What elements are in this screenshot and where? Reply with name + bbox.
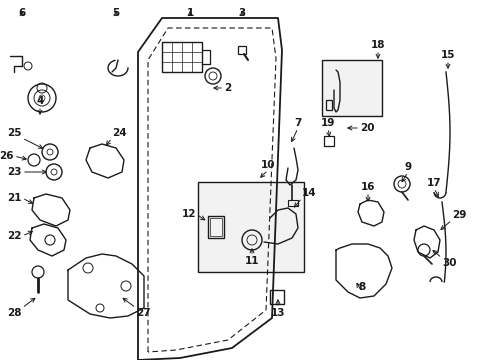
Text: 9: 9 (404, 162, 411, 172)
Text: 22: 22 (7, 231, 22, 241)
Text: 26: 26 (0, 151, 14, 161)
Text: 4: 4 (36, 96, 43, 106)
Text: 18: 18 (370, 40, 385, 50)
Text: 24: 24 (112, 128, 126, 138)
Text: 25: 25 (7, 128, 22, 138)
Text: 2: 2 (224, 83, 231, 93)
Bar (209, 218, 222, 236)
Text: 5: 5 (112, 8, 120, 18)
Text: 28: 28 (7, 308, 22, 318)
Text: 15: 15 (440, 50, 454, 60)
Bar (162, 42, 202, 72)
Text: 29: 29 (451, 210, 466, 220)
Bar (324, 136, 333, 146)
Bar (325, 100, 331, 110)
Bar (287, 200, 297, 206)
Bar (207, 216, 224, 238)
Text: 3: 3 (238, 8, 245, 18)
Text: 1: 1 (186, 8, 193, 18)
Text: 23: 23 (7, 167, 22, 177)
Bar (238, 46, 245, 54)
Bar (321, 60, 381, 116)
Circle shape (39, 95, 45, 101)
Bar (198, 182, 304, 272)
Text: 12: 12 (181, 209, 196, 219)
Text: 17: 17 (426, 178, 440, 188)
Text: 16: 16 (360, 182, 374, 192)
Bar (269, 290, 284, 304)
Text: 19: 19 (320, 118, 334, 128)
Text: 30: 30 (441, 258, 456, 268)
Text: 21: 21 (7, 193, 22, 203)
Text: 13: 13 (270, 308, 285, 318)
Text: 10: 10 (260, 160, 275, 170)
Text: 11: 11 (244, 256, 259, 266)
Text: 8: 8 (358, 282, 365, 292)
Text: 27: 27 (136, 308, 150, 318)
Text: 7: 7 (294, 118, 301, 128)
Text: 20: 20 (359, 123, 374, 133)
Text: 6: 6 (19, 8, 25, 18)
Text: 14: 14 (302, 188, 316, 198)
